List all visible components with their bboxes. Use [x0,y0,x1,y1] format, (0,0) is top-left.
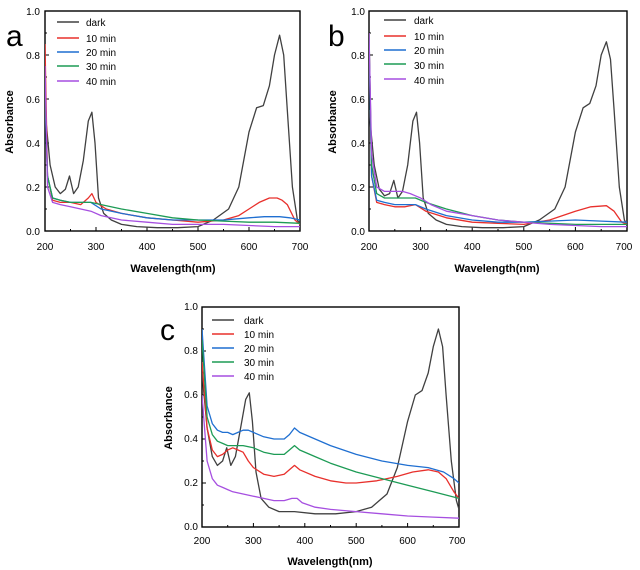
xtick-label: 500 [515,242,532,253]
legend: dark 10 min 20 min 30 min 40 min [414,16,444,87]
ytick-label: 0.0 [26,227,40,238]
y-axis-title: Absorbance [163,386,175,450]
y-axis-title: Absorbance [327,90,339,154]
panel-a: a Absorbance Wavelength(nm) 0.0 0.2 0.4 … [4,7,309,275]
legend-label-30min: 30 min [244,358,274,369]
ytick-labels: 0.0 0.2 0.4 0.6 0.8 1.0 [26,7,40,238]
legend: dark 10 min 20 min 30 min 40 min [244,316,274,383]
series-line-10min [202,361,459,499]
xtick-label: 600 [241,242,258,253]
legend-label-30min: 30 min [414,61,444,72]
series-line-40min [45,65,300,228]
ytick-label: 0.4 [351,139,365,150]
plot-frame [44,10,301,232]
xtick-label: 200 [194,536,211,547]
xtick-label: 300 [412,242,429,253]
legend-label-10min: 10 min [244,330,274,341]
xtick-label: 700 [292,242,309,253]
legend-label-dark: dark [414,16,434,27]
series-line-30min [202,339,459,500]
legend: dark 10 min 20 min 30 min 40 min [86,18,116,88]
legend-label-dark: dark [244,316,264,327]
xtick-label: 300 [245,536,262,547]
xtick-label: 400 [296,536,313,547]
legend-label-30min: 30 min [86,62,116,73]
xtick-label: 500 [348,536,365,547]
series-line-dark [369,41,627,229]
xtick-label: 700 [449,536,466,547]
legend-label-40min: 40 min [414,76,444,87]
series-line-20min [369,43,627,223]
ytick-label: 0.4 [184,434,198,445]
ytick-label: 0.0 [184,522,198,533]
xtick-labels: 200 300 400 500 600 700 [361,242,633,253]
ytick-label: 0.8 [26,51,40,62]
panel-letter-a: a [6,20,23,53]
x-axis-title: Wavelength(nm) [454,263,539,275]
ytick-label: 1.0 [351,7,365,18]
series-line-10min [369,32,627,226]
legend-label-10min: 10 min [86,34,116,45]
legend-label-40min: 40 min [244,372,274,383]
ytick-label: 0.2 [184,478,198,489]
y-axis-title: Absorbance [4,90,16,154]
xtick-labels: 200 300 400 500 600 700 [37,242,309,253]
x-axis-title: Wavelength(nm) [287,556,372,568]
series-line-30min [45,87,300,224]
ytick-label: 0.8 [184,346,198,357]
ytick-labels: 0.0 0.2 0.4 0.6 0.8 1.0 [351,7,365,238]
xtick-label: 400 [139,242,156,253]
ytick-label: 0.0 [351,227,365,238]
ytick-label: 0.2 [26,183,40,194]
ytick-label: 1.0 [184,302,198,313]
panel-letter-b: b [328,20,345,53]
series-line-40min [369,32,627,228]
series-line-dark [202,328,459,515]
legend-label-dark: dark [86,18,106,29]
xtick-label: 600 [399,536,416,547]
panel-c: c Absorbance Wavelength(nm) 0.0 0.2 0.4 … [160,302,466,568]
ytick-label: 0.6 [184,390,198,401]
ytick-label: 1.0 [26,7,40,18]
series-line-30min [369,32,627,226]
series-line-dark [45,34,300,229]
xtick-label: 400 [464,242,481,253]
panel-letter-c: c [160,314,175,347]
ytick-label: 0.8 [351,51,365,62]
xtick-label: 300 [88,242,105,253]
legend-label-20min: 20 min [414,46,444,57]
series-line-10min [45,43,300,225]
ytick-label: 0.6 [26,95,40,106]
legend-label-40min: 40 min [86,77,116,88]
xtick-label: 200 [37,242,54,253]
series-line-40min [202,394,459,519]
ytick-labels: 0.0 0.2 0.4 0.6 0.8 1.0 [184,302,198,533]
xtick-labels: 200 300 400 500 600 700 [194,536,466,547]
ytick-label: 0.4 [26,139,40,150]
panel-b: b Absorbance Wavelength(nm) 0.0 0.2 0.4 … [327,7,633,275]
xtick-label: 700 [616,242,633,253]
ytick-label: 0.6 [351,95,365,106]
xtick-label: 500 [190,242,207,253]
x-axis-title: Wavelength(nm) [130,263,215,275]
xtick-label: 600 [567,242,584,253]
ytick-label: 0.2 [351,183,365,194]
legend-label-20min: 20 min [244,344,274,355]
series-line-20min [202,328,459,484]
legend-label-20min: 20 min [86,48,116,59]
legend-label-10min: 10 min [414,32,444,43]
xtick-label: 200 [361,242,378,253]
